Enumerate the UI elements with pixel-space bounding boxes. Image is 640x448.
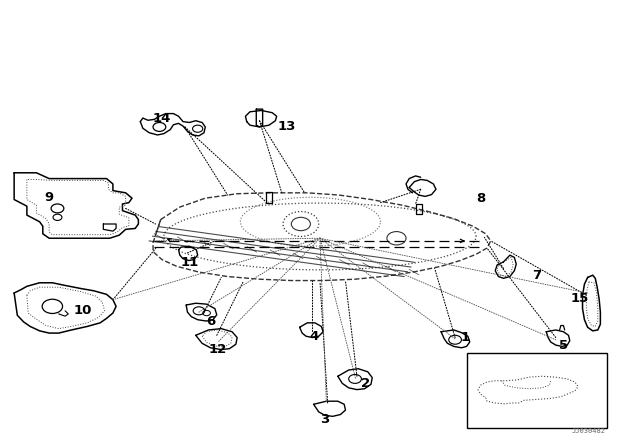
Text: 13: 13 — [278, 121, 296, 134]
Text: 11: 11 — [180, 256, 198, 269]
Text: 1: 1 — [461, 331, 470, 344]
Text: 2: 2 — [362, 377, 371, 390]
Text: 3: 3 — [321, 413, 330, 426]
Text: 9: 9 — [45, 191, 54, 204]
Text: 14: 14 — [153, 112, 171, 125]
Text: 12: 12 — [209, 343, 227, 356]
Text: 4: 4 — [309, 330, 318, 343]
Text: 7: 7 — [532, 269, 541, 282]
Text: 6: 6 — [206, 314, 215, 327]
Text: 5: 5 — [559, 339, 568, 352]
Text: 10: 10 — [74, 304, 92, 317]
Text: 8: 8 — [476, 192, 485, 205]
Bar — [467, 353, 607, 428]
Text: JJ030482: JJ030482 — [572, 428, 605, 434]
Text: 15: 15 — [570, 292, 588, 305]
